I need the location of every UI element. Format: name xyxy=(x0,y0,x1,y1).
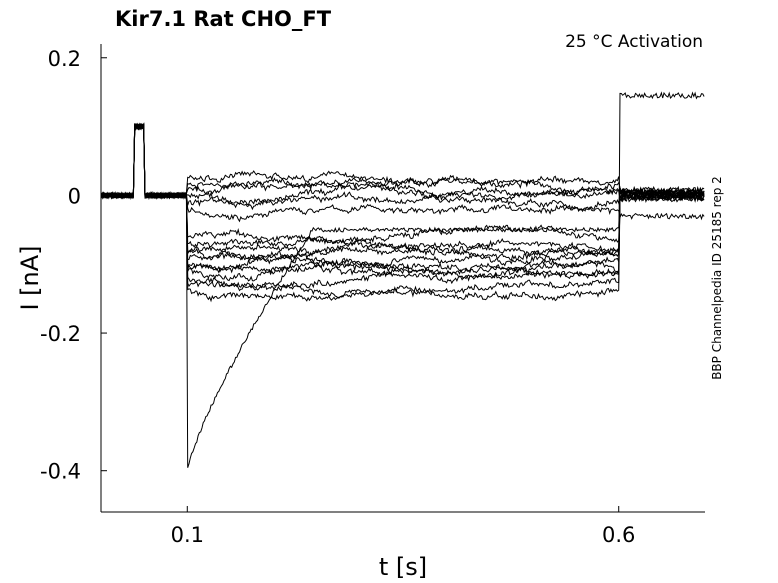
current-trace-11 xyxy=(100,123,705,270)
current-trace-17 xyxy=(100,122,705,303)
y-tick-label: -0.4 xyxy=(40,460,81,484)
x-axis-label: t [s] xyxy=(379,553,427,581)
y-tick-label: 0 xyxy=(68,184,81,208)
current-trace-3 xyxy=(100,123,705,201)
current-trace-18 xyxy=(100,123,705,468)
y-axis-label: I [nA] xyxy=(16,245,44,310)
x-tick-label: 0.1 xyxy=(171,523,204,547)
current-trace-7 xyxy=(100,122,705,245)
current-trace-16 xyxy=(100,123,705,299)
current-trace-6 xyxy=(100,123,705,223)
current-trace-5 xyxy=(100,126,705,213)
y-tick-label: 0.2 xyxy=(48,47,81,71)
current-trace-14 xyxy=(100,91,705,285)
plot-area xyxy=(100,91,705,468)
current-trace-4 xyxy=(100,122,705,211)
current-trace-13 xyxy=(100,122,705,276)
chart-subtitle: 25 °C Activation xyxy=(565,32,703,52)
x-tick-label: 0.6 xyxy=(602,523,635,547)
y-ticks: 0.2 0 -0.2 -0.4 xyxy=(40,47,107,484)
chart-title: Kir7.1 Rat CHO_FT xyxy=(115,7,332,31)
current-trace-8 xyxy=(100,124,705,254)
x-ticks: 0.1 0.6 xyxy=(171,506,635,547)
side-label: BBP Channelpedia ID 25185 rep 2 xyxy=(710,176,724,380)
current-trace-10 xyxy=(100,123,705,262)
y-tick-label: -0.2 xyxy=(40,322,81,346)
